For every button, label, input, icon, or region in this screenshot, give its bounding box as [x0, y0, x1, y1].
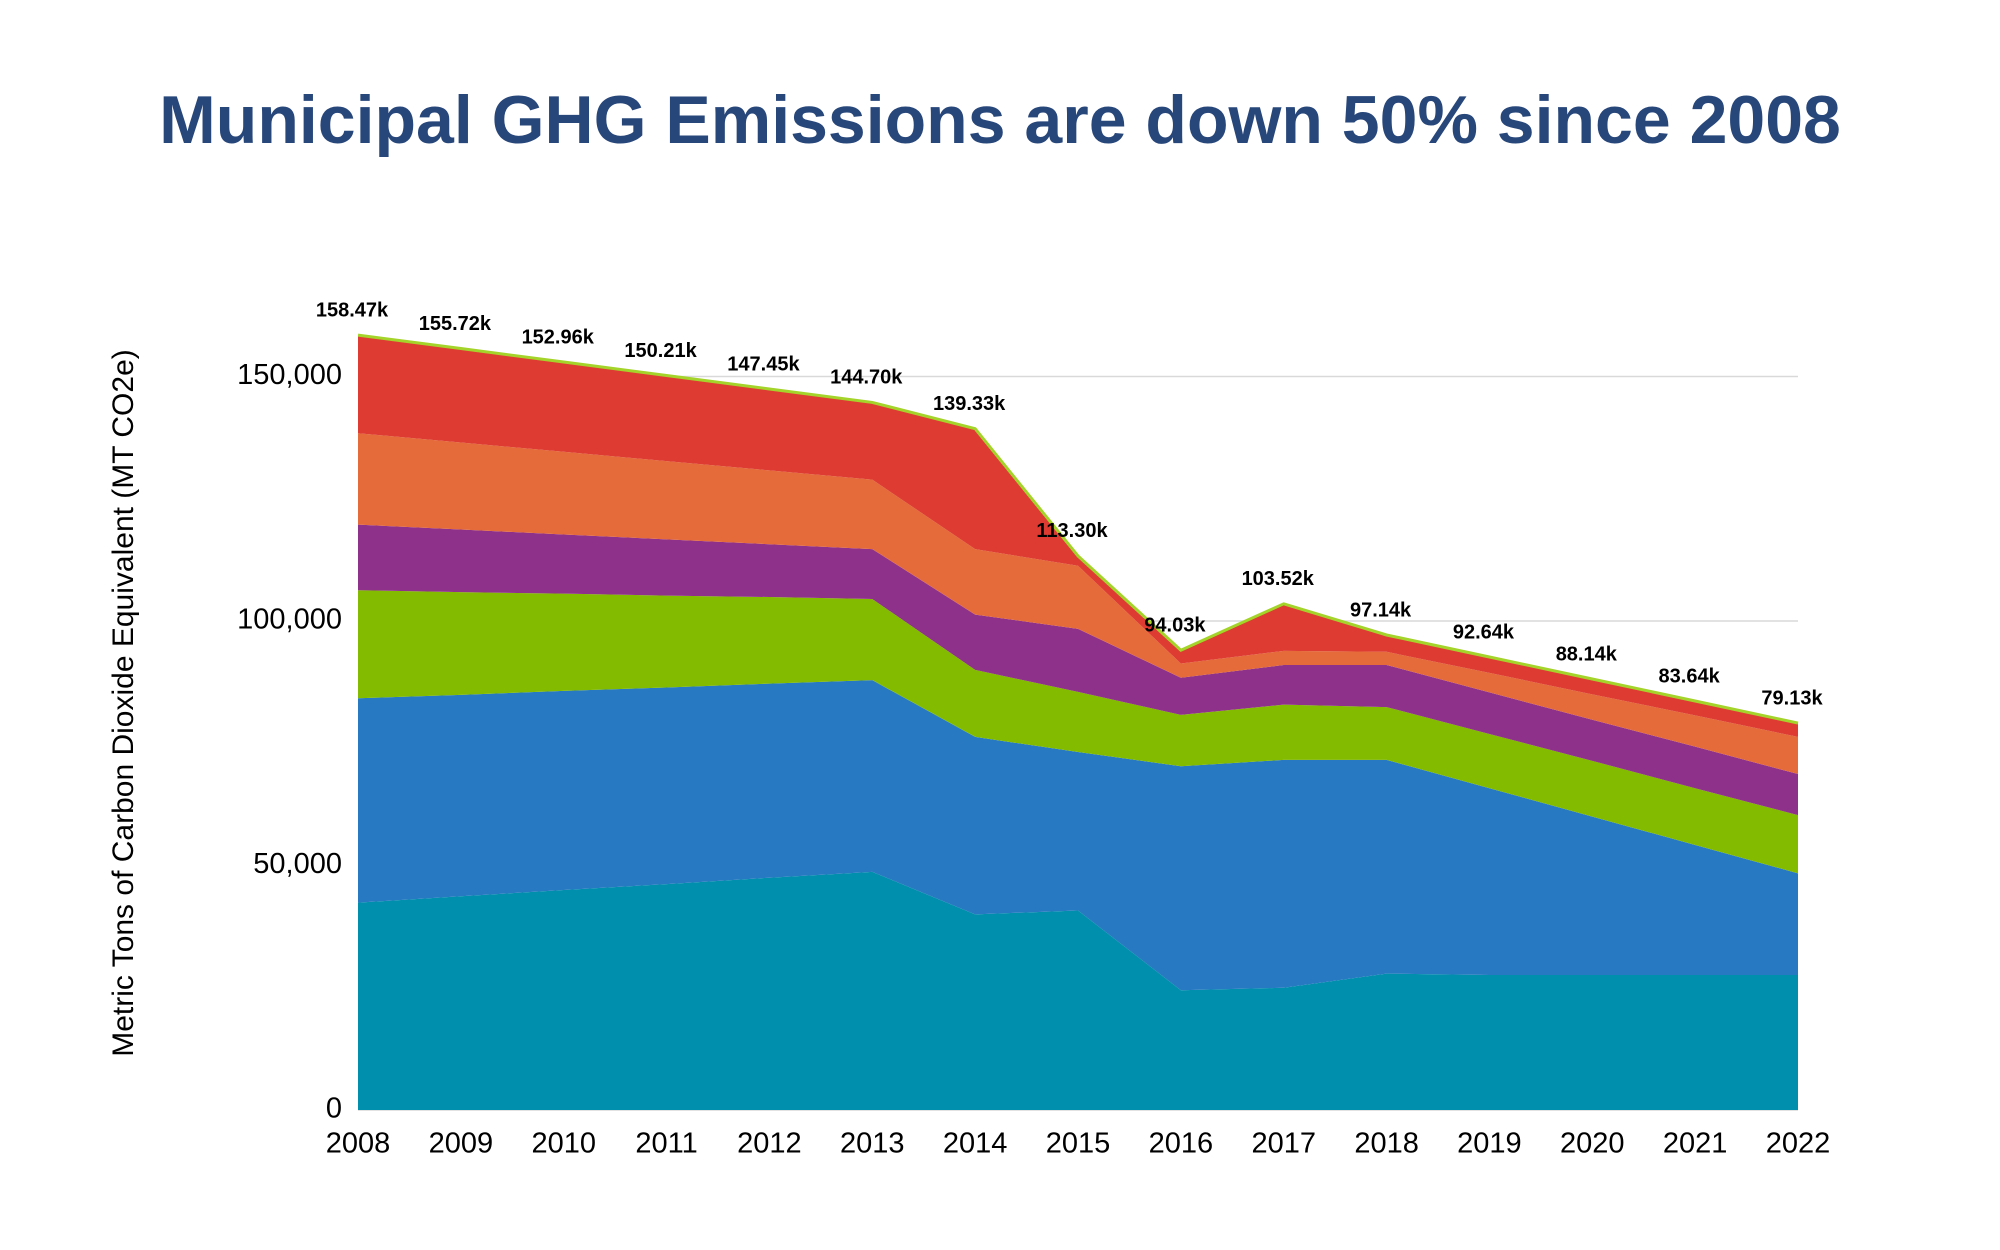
value-label: 79.13k — [1761, 687, 1823, 709]
value-label: 152.96k — [522, 326, 595, 348]
value-label: 103.52k — [1242, 568, 1315, 590]
y-axis-label: Metric Tons of Carbon Dioxide Equivalent… — [107, 349, 140, 1057]
area — [358, 590, 1798, 874]
value-label: 97.14k — [1350, 599, 1412, 621]
value-label: 113.30k — [1036, 520, 1108, 542]
y-tick-label: 0 — [326, 1093, 342, 1125]
value-label: 158.47k — [316, 299, 389, 321]
value-label: 139.33k — [933, 393, 1006, 415]
x-tick-label: 2015 — [1046, 1128, 1111, 1160]
area — [358, 433, 1798, 775]
x-tick-label: 2009 — [429, 1128, 494, 1160]
x-tick-label: 2021 — [1663, 1128, 1728, 1160]
y-tick-label: 100,000 — [237, 604, 342, 636]
x-tick-label: 2019 — [1457, 1128, 1522, 1160]
value-label: 144.70k — [830, 367, 903, 389]
area — [358, 871, 1798, 1110]
chart-title: Municipal GHG Emissions are down 50% sin… — [159, 82, 1841, 158]
x-tick-label: 2022 — [1766, 1128, 1831, 1160]
x-tick-label: 2013 — [840, 1128, 905, 1160]
x-tick-label: 2020 — [1560, 1128, 1625, 1160]
x-tick-label: 2018 — [1354, 1128, 1419, 1160]
x-tick-label: 2016 — [1149, 1128, 1214, 1160]
area — [358, 524, 1798, 816]
x-tick-label: 2008 — [326, 1128, 391, 1160]
total-line — [357, 333, 1799, 725]
area — [358, 680, 1798, 991]
value-label: 94.03k — [1144, 614, 1206, 636]
y-tick-label: 150,000 — [237, 359, 342, 391]
area — [358, 335, 1798, 737]
x-tick-label: 2012 — [737, 1128, 802, 1160]
value-label: 147.45k — [727, 353, 800, 375]
x-tick-label: 2017 — [1251, 1128, 1316, 1160]
x-tick-label: 2014 — [943, 1128, 1008, 1160]
value-label: 88.14k — [1556, 643, 1618, 665]
value-label: 92.64k — [1453, 621, 1515, 643]
value-label: 155.72k — [419, 313, 492, 335]
value-label: 83.64k — [1659, 665, 1721, 687]
x-tick-label: 2011 — [635, 1128, 697, 1160]
value-label: 150.21k — [624, 340, 697, 362]
x-tick-label: 2010 — [531, 1128, 596, 1160]
y-tick-label: 50,000 — [253, 848, 342, 880]
